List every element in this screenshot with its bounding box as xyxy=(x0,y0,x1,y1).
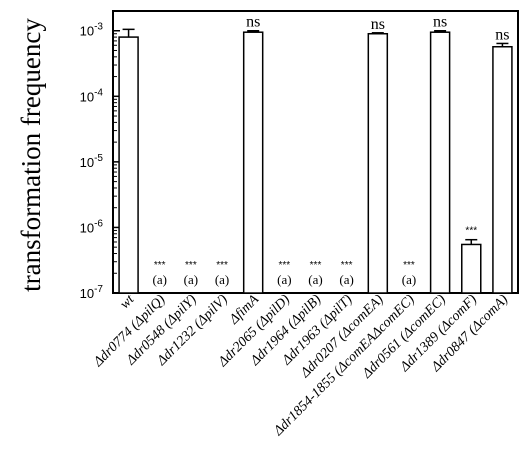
significance-label: ns xyxy=(495,26,509,43)
significance-label: ns xyxy=(371,16,385,33)
significance-label: *** xyxy=(310,260,322,271)
significance-label: *** xyxy=(341,260,353,271)
y-tick-label: 10-7 xyxy=(80,284,104,301)
bar xyxy=(242,31,264,294)
significance-label: *** xyxy=(465,226,477,237)
y-tick-label: 10-5 xyxy=(80,153,104,170)
below-detection-label: (a) xyxy=(308,272,322,287)
bar xyxy=(492,45,513,294)
below-detection-label: (a) xyxy=(215,272,229,287)
significance-label: *** xyxy=(185,260,197,271)
plot-frame xyxy=(112,10,519,294)
x-tick-label: wt xyxy=(117,291,138,312)
bar xyxy=(367,32,389,294)
below-detection-label: (a) xyxy=(402,272,416,287)
bar xyxy=(461,243,482,294)
bar xyxy=(429,31,451,294)
below-detection-label: (a) xyxy=(184,272,198,287)
bar xyxy=(118,36,139,294)
y-tick-label: 10-3 xyxy=(80,22,104,39)
significance-label: ns xyxy=(246,14,260,31)
below-detection-label: (a) xyxy=(277,272,291,287)
significance-label: *** xyxy=(403,260,415,271)
significance-label: ns xyxy=(433,14,447,31)
y-tick-label: 10-6 xyxy=(80,218,104,235)
y-axis-label: transformation frequency xyxy=(16,18,46,292)
below-detection-label: (a) xyxy=(153,272,167,287)
significance-label: *** xyxy=(279,260,291,271)
y-tick-label: 10-4 xyxy=(80,87,104,104)
plot-area: 10-710-610-510-410-3wt***(a)Δdr0774 (Δpi… xyxy=(80,10,519,439)
below-detection-label: (a) xyxy=(339,272,353,287)
significance-label: *** xyxy=(216,260,228,271)
significance-label: *** xyxy=(154,260,166,271)
